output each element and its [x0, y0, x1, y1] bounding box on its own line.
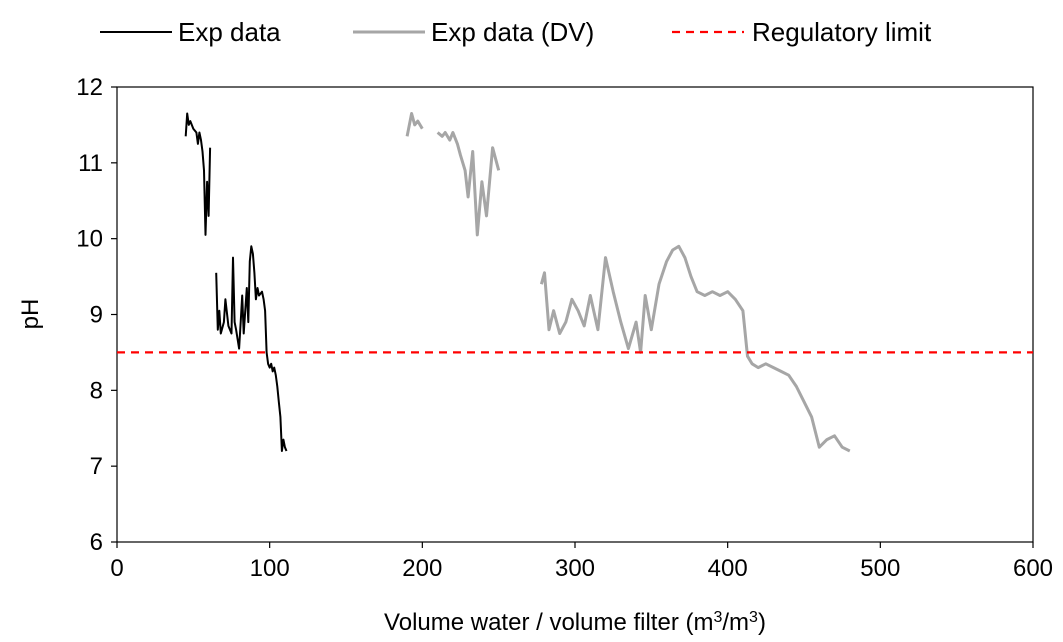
series-line-exp-data-dv	[405, 112, 851, 453]
x-tick-label: 200	[402, 555, 442, 582]
y-tick-label: 9	[90, 302, 103, 329]
legend: Exp data Exp data (DV) Regulatory limit	[100, 17, 932, 47]
y-axis-title: pH	[17, 299, 44, 330]
legend-label: Exp data	[178, 17, 281, 47]
plot-area-frame	[116, 86, 1034, 543]
x-tick-label: 100	[250, 555, 290, 582]
axes-layer: 0 100 200 300 400 500 600 6 7 8 9 10 11 12	[76, 74, 1053, 582]
y-tick-label: 10	[76, 226, 103, 253]
y-tick-label: 8	[90, 377, 103, 404]
legend-label: Regulatory limit	[752, 17, 932, 47]
legend-label: Exp data (DV)	[431, 17, 594, 47]
x-axis-title: Volume water / volume filter (m3/m3)	[384, 609, 766, 637]
y-tick-label: 7	[90, 453, 103, 480]
x-tick-label: 300	[555, 555, 595, 582]
x-tick-label: 0	[110, 555, 123, 582]
series-line-exp-data	[184, 112, 288, 452]
y-tick-label: 12	[76, 74, 103, 101]
x-tick-label: 600	[1013, 555, 1053, 582]
y-tick-label: 11	[78, 150, 103, 177]
series-layer	[117, 112, 1033, 453]
x-tick-label: 500	[860, 555, 900, 582]
x-tick-label: 400	[708, 555, 748, 582]
y-tick-label: 6	[90, 529, 103, 556]
